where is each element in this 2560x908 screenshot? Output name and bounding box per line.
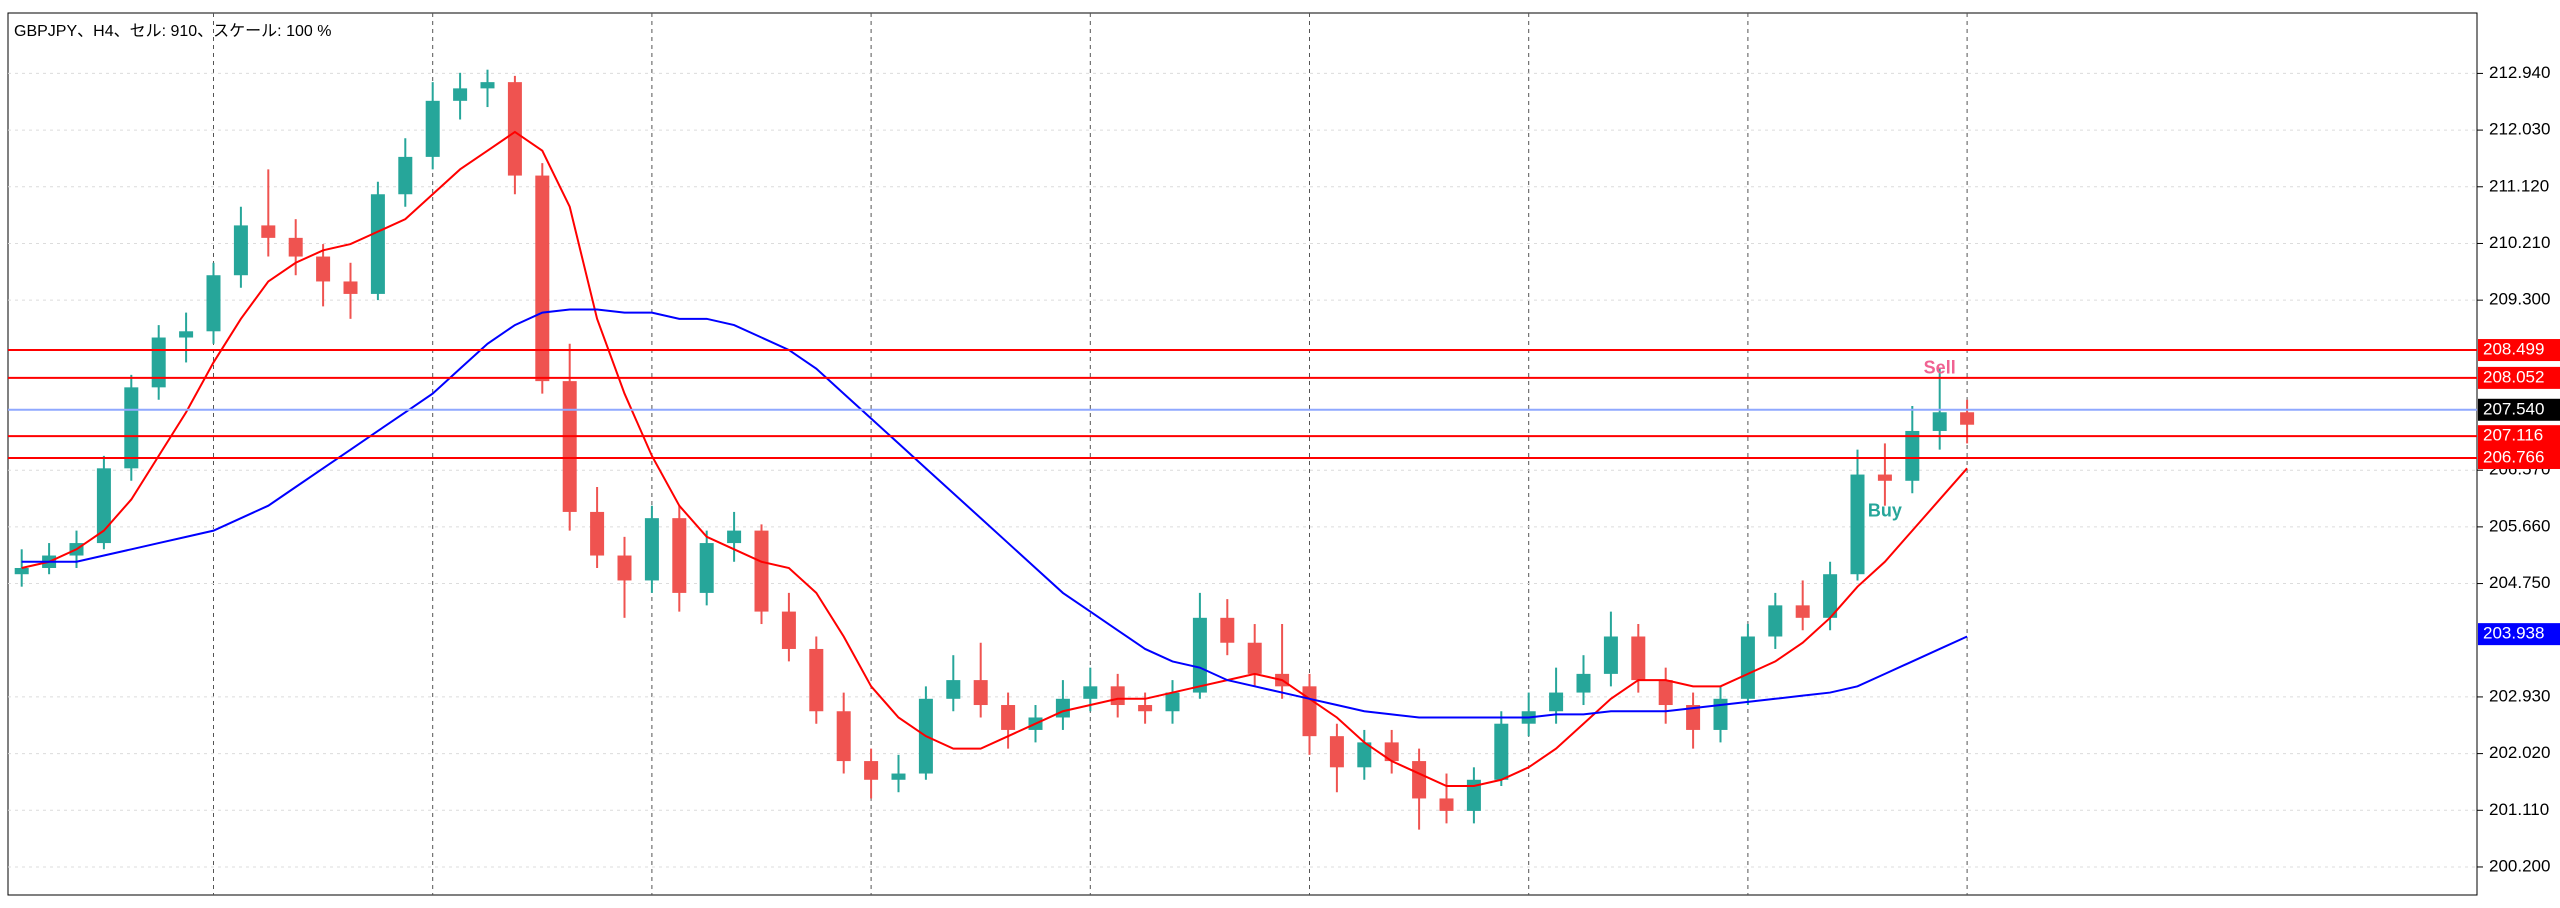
candle-body (1138, 705, 1153, 712)
candle-body (1466, 779, 1481, 811)
candle-body (1001, 705, 1016, 730)
candle-body (1877, 474, 1892, 481)
candle-body (1357, 742, 1372, 768)
y-tick-label: 204.750 (2489, 573, 2550, 592)
candle-body (1905, 430, 1920, 481)
candle-body (562, 381, 577, 512)
level-label: 208.052 (2483, 367, 2544, 386)
level-label-box (2478, 623, 2560, 646)
candle-body (288, 237, 303, 257)
candle-body (1932, 412, 1947, 431)
y-tick-label: 211.120 (2489, 176, 2549, 195)
candle-body (1850, 474, 1865, 575)
candle-body (398, 156, 413, 195)
level-label-box (2478, 366, 2560, 389)
candle-body (1329, 736, 1344, 768)
candle-body (727, 530, 742, 544)
trade-annotation: Buy (1868, 501, 1902, 521)
candle-body (1658, 680, 1673, 706)
candle-body (206, 275, 221, 332)
candle-body (261, 225, 276, 238)
candle-body (1603, 636, 1618, 674)
y-tick-label: 202.930 (2489, 686, 2550, 705)
y-tick-label: 205.660 (2489, 516, 2550, 535)
candle-body (1494, 723, 1509, 780)
candle-body (809, 648, 824, 712)
candle-body (1302, 686, 1317, 737)
candle-body (1823, 574, 1838, 618)
candle-body (864, 761, 879, 780)
level-label-box (2478, 398, 2560, 421)
candle-body (699, 543, 714, 593)
candle-body (480, 82, 495, 89)
level-label-box (2478, 446, 2560, 469)
level-label: 208.499 (2483, 340, 2544, 359)
candle-body (946, 680, 961, 699)
candle-body (1740, 636, 1755, 699)
level-label: 203.938 (2483, 624, 2544, 643)
candle-body (1439, 798, 1454, 811)
candle-body (1384, 742, 1399, 762)
candle-body (836, 711, 851, 762)
candle-body (617, 555, 632, 581)
candle-body (425, 100, 440, 157)
candle-body (1055, 698, 1070, 718)
candle-body (1576, 673, 1591, 693)
candle-body (507, 82, 522, 176)
candle-body (891, 773, 906, 780)
candle-body (1412, 761, 1427, 799)
trade-annotation: Sell (1924, 357, 1956, 377)
candle-body (1960, 412, 1975, 425)
candle-body (535, 175, 550, 382)
candle-body (1083, 686, 1098, 699)
candle-body (179, 331, 194, 338)
level-label-box (2478, 425, 2560, 448)
candle-body (124, 387, 139, 469)
candle-body (1192, 617, 1207, 693)
candle-body (590, 511, 605, 556)
level-label: 207.540 (2483, 399, 2544, 418)
level-label-box (2478, 339, 2560, 362)
candle-body (1220, 617, 1235, 643)
candle-body (233, 225, 248, 276)
candle-body (14, 567, 29, 575)
candle-body (96, 468, 111, 544)
y-tick-label: 212.940 (2489, 63, 2550, 82)
plot-frame (7, 12, 2478, 896)
chart-title: GBPJPY、H4、セル: 910、スケール: 100 % (14, 22, 331, 40)
moving-average-line (21, 308, 1968, 719)
candle-body (370, 194, 385, 294)
moving-average-line (21, 130, 1968, 787)
candle-body (754, 530, 769, 612)
candle-body (1713, 698, 1728, 730)
candle-body (316, 256, 331, 282)
candle-body (1795, 605, 1810, 618)
y-tick-label: 200.200 (2489, 856, 2550, 875)
y-tick-label: 209.300 (2489, 290, 2550, 309)
y-tick-label: 212.030 (2489, 120, 2550, 139)
candle-body (1549, 692, 1564, 712)
y-tick-label: 202.020 (2489, 743, 2550, 762)
level-label: 206.766 (2483, 447, 2544, 466)
candle-body (151, 337, 166, 388)
y-tick-label: 210.210 (2489, 233, 2550, 252)
candle-body (343, 281, 358, 294)
candle-body (1631, 636, 1646, 681)
candle-body (973, 680, 988, 706)
candle-body (1686, 705, 1701, 730)
candle-body (1768, 605, 1783, 637)
y-tick-label: 201.110 (2489, 800, 2549, 819)
candle-body (781, 611, 796, 649)
candle-body (644, 518, 659, 581)
candle-body (1110, 686, 1125, 706)
candle-body (453, 88, 468, 101)
candle-body (672, 518, 687, 593)
level-label: 207.116 (2483, 426, 2543, 445)
candle-body (1247, 642, 1262, 674)
candle-body (1165, 692, 1180, 712)
